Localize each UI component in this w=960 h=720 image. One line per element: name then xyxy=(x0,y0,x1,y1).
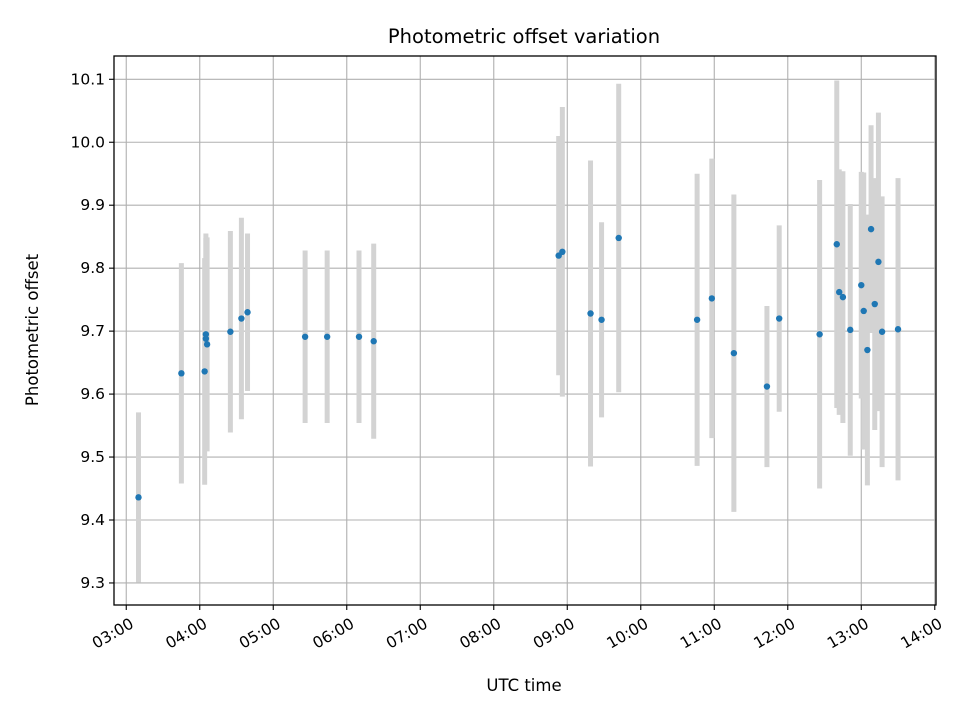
data-point xyxy=(816,331,823,338)
y-tick-label: 9.4 xyxy=(80,511,105,529)
data-point xyxy=(615,234,622,242)
data-point xyxy=(370,338,377,345)
data-point xyxy=(355,333,363,340)
y-axis: 9.3 9.4 9.5 9.6 9.7 9.8 9.9 10.0 10.1 xyxy=(70,70,114,592)
chart-title: Photometric offset variation xyxy=(388,25,660,48)
y-tick-label: 9.6 xyxy=(80,385,105,403)
data-point xyxy=(871,300,878,308)
data-point xyxy=(864,346,871,354)
data-point xyxy=(301,333,309,340)
data-point xyxy=(201,368,208,375)
y-tick-label: 9.8 xyxy=(80,259,105,277)
plot-frame xyxy=(113,55,937,606)
y-tick-label: 9.9 xyxy=(80,196,105,214)
data-point xyxy=(833,241,840,248)
data-point xyxy=(860,307,867,315)
data-point xyxy=(847,326,854,334)
data-point xyxy=(587,310,594,317)
data-point xyxy=(775,315,783,322)
y-axis-label: Photometric offset xyxy=(23,253,42,406)
data-point xyxy=(836,288,843,296)
data-point xyxy=(867,225,875,233)
data-point xyxy=(202,331,210,338)
data-points xyxy=(135,225,902,501)
data-point xyxy=(858,281,865,289)
data-point xyxy=(244,309,251,316)
data-point xyxy=(763,383,771,390)
data-point xyxy=(202,335,210,342)
y-tick-label: 10.1 xyxy=(70,70,105,88)
data-point xyxy=(598,316,605,323)
data-point xyxy=(839,293,847,301)
data-point xyxy=(875,258,882,266)
data-point xyxy=(894,326,902,333)
y-tick-label: 9.7 xyxy=(80,322,105,340)
y-tick-label: 9.5 xyxy=(80,448,105,466)
data-point xyxy=(730,349,738,357)
data-point xyxy=(203,341,211,348)
data-point xyxy=(238,315,245,322)
data-point xyxy=(227,328,234,335)
y-tick-label: 9.3 xyxy=(80,574,105,592)
data-point xyxy=(878,328,886,335)
x-axis-label: UTC time xyxy=(486,676,561,695)
grid xyxy=(114,56,936,605)
data-point xyxy=(708,295,716,302)
data-point xyxy=(559,248,566,256)
data-point xyxy=(178,370,185,377)
data-point xyxy=(135,494,142,501)
data-point xyxy=(693,316,701,323)
data-point xyxy=(323,333,331,340)
y-tick-label: 10.0 xyxy=(70,133,105,151)
